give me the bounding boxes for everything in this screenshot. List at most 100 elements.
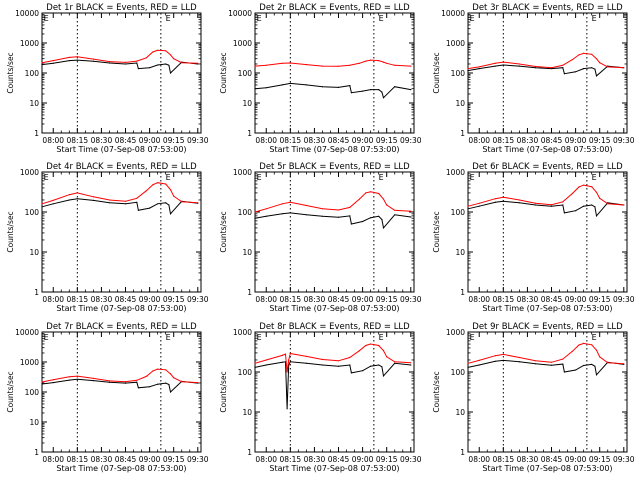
x-tick-label: 09:15 [376,136,398,145]
series-line-events [467,200,624,218]
data-point-events [370,89,372,91]
data-point-lld [124,200,127,202]
y-tick-label: 1000 [20,168,39,177]
data-point-events [76,198,78,200]
data-point-events [165,202,167,204]
data-point-lld [197,202,199,204]
panel-title: Det 2r BLACK = Events, RED = LLD [259,3,410,13]
plot-frame [41,331,202,453]
plot-frame [254,331,415,453]
y-tick-label: 1000 [446,328,465,337]
data-point-events [410,364,412,366]
data-point-events [265,87,267,89]
data-point-lld [321,208,324,210]
data-point-events [289,212,291,214]
x-axis-label: Start Time (07-Sep-08 07:53:00) [56,145,186,154]
x-tick-label: 08:45 [115,136,137,145]
data-point-lld [286,371,288,373]
data-point-lld [571,192,574,195]
data-point-lld [583,184,585,186]
data-point-events [534,363,537,365]
y-axis-label: Counts/sec [432,52,441,93]
data-point-lld [365,192,367,194]
data-point-lld [145,57,147,59]
series-line-events [254,82,411,99]
data-point-events [321,215,324,217]
y-tick-label: 10000 [441,9,465,18]
flag-label: E [592,333,597,342]
data-point-events [137,68,139,70]
data-point-events [281,361,283,363]
data-point-lld [410,65,412,67]
x-tick-label: 08:30 [91,295,113,304]
panel-2: Det 2r BLACK = Events, RED = LLD 1 10 100 10… [219,3,422,154]
flag-label: E [257,173,262,182]
data-point-lld [181,62,183,64]
flag-label: E [166,14,171,23]
data-point-events [502,200,504,202]
x-tick-label: 08:30 [517,295,539,304]
data-point-lld [518,63,521,65]
data-point-lld [550,67,553,69]
data-point-events [289,82,291,84]
x-axis-label: Start Time (07-Sep-08 07:53:00) [482,145,612,154]
data-point-lld [502,196,504,198]
y-axis-label: Counts/sec [432,371,441,412]
data-point-lld [145,375,147,377]
data-point-lld [52,60,54,62]
y-tick-label: 100 [451,368,466,377]
data-point-lld [599,356,601,358]
data-point-lld [136,60,138,62]
data-point-events [362,370,364,372]
panel-4: Det 4r BLACK = Events, RED = LLD 1 10 100 10… [6,162,209,313]
data-point-lld [197,382,199,384]
data-point-lld [595,349,598,351]
y-tick-label: 100 [238,368,253,377]
x-tick-label: 09:15 [589,295,611,304]
data-point-events [595,75,598,77]
data-point-events [92,199,94,201]
panel-9: Det 9r BLACK = Events, RED = LLD 1 10 100 10… [432,322,635,473]
flag-label: E [44,14,49,23]
series-line-lld [41,49,198,64]
plot-frame [467,331,628,453]
data-point-events [92,380,94,382]
data-point-events [378,364,380,366]
data-point-lld [599,197,601,199]
data-point-events [534,67,537,69]
series-line-lld [41,368,198,384]
data-point-lld [337,65,340,67]
data-point-events [378,215,380,217]
data-point-lld [68,56,70,59]
data-point-lld [337,360,340,362]
data-point-events [381,218,383,221]
data-point-events [594,365,596,367]
data-point-events [562,67,564,69]
data-point-events [591,363,593,365]
data-point-events [337,86,340,88]
panel-3: Det 3r BLACK = Events, RED = LLD 1 10 100 10… [432,3,635,154]
data-point-events [362,220,364,223]
data-point-lld [623,67,625,69]
data-point-lld [370,191,372,193]
series-line-events [41,59,198,74]
flag-label: E [470,14,475,23]
y-tick-label: 10000 [15,9,39,18]
data-point-lld [136,379,138,381]
data-point-lld [289,352,291,355]
data-point-lld [358,62,360,64]
data-point-lld [68,376,70,378]
series-line-events [254,212,411,230]
x-tick-label: 08:00 [468,136,490,145]
x-tick-label: 08:00 [42,455,64,464]
y-tick-label: 100 [25,69,40,78]
data-point-lld [578,186,580,188]
data-point-lld [169,189,172,191]
data-point-events [594,68,596,70]
x-tick-label: 09:30 [613,136,635,145]
x-tick-label: 09:30 [400,295,422,304]
data-point-lld [173,195,175,197]
x-tick-label: 08:45 [328,455,350,464]
data-point-lld [365,344,367,347]
x-tick-label: 08:00 [42,295,64,304]
